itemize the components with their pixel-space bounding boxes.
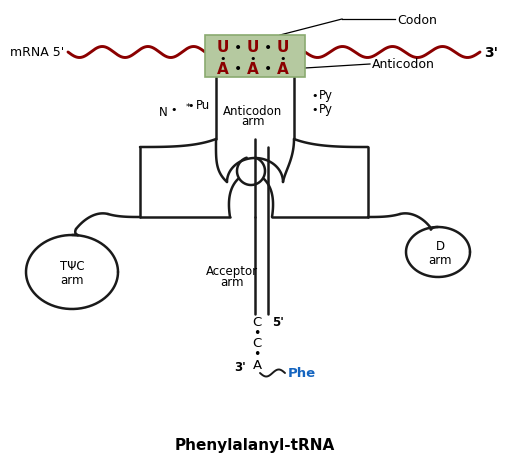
Text: 3': 3' bbox=[234, 361, 246, 374]
Text: C: C bbox=[252, 316, 262, 329]
Text: Codon: Codon bbox=[397, 14, 437, 26]
Text: Anticodon: Anticodon bbox=[224, 105, 282, 118]
Text: arm: arm bbox=[60, 274, 84, 287]
Text: Acceptor: Acceptor bbox=[206, 265, 258, 278]
Text: D: D bbox=[436, 240, 445, 253]
Text: N: N bbox=[159, 106, 167, 119]
Text: U: U bbox=[277, 40, 289, 56]
Text: 3': 3' bbox=[484, 46, 498, 60]
Text: arm: arm bbox=[241, 115, 265, 128]
Text: A: A bbox=[252, 359, 262, 372]
Text: C: C bbox=[252, 337, 262, 350]
Text: TΨC: TΨC bbox=[60, 260, 84, 273]
Text: A: A bbox=[247, 61, 259, 76]
Text: U: U bbox=[217, 40, 229, 56]
Text: •: • bbox=[220, 54, 226, 64]
Bar bbox=[205, 36, 305, 78]
Text: •: • bbox=[254, 327, 261, 340]
Text: •: • bbox=[188, 101, 194, 111]
Text: •: • bbox=[250, 54, 256, 64]
Text: U: U bbox=[247, 40, 259, 56]
Text: •: • bbox=[234, 62, 242, 76]
Text: •: • bbox=[312, 91, 318, 101]
Text: •: • bbox=[170, 105, 176, 115]
Text: 5': 5' bbox=[272, 316, 284, 329]
Text: Py: Py bbox=[319, 89, 333, 102]
Text: Pu: Pu bbox=[196, 99, 210, 112]
Text: •: • bbox=[234, 41, 242, 55]
Text: •: • bbox=[264, 41, 272, 55]
Text: *: * bbox=[186, 103, 190, 112]
Text: Py: Py bbox=[319, 103, 333, 116]
Text: •: • bbox=[254, 348, 261, 361]
Text: A: A bbox=[277, 61, 289, 76]
Text: Phe: Phe bbox=[288, 367, 316, 379]
Text: arm: arm bbox=[428, 254, 452, 267]
Text: •: • bbox=[264, 62, 272, 76]
Text: •: • bbox=[312, 105, 318, 115]
Text: arm: arm bbox=[220, 276, 244, 289]
Text: Phenylalanyl-tRNA: Phenylalanyl-tRNA bbox=[175, 438, 335, 453]
Text: mRNA 5': mRNA 5' bbox=[10, 46, 64, 59]
Text: •: • bbox=[280, 54, 286, 64]
Text: A: A bbox=[217, 61, 229, 76]
Text: Anticodon: Anticodon bbox=[372, 58, 435, 71]
